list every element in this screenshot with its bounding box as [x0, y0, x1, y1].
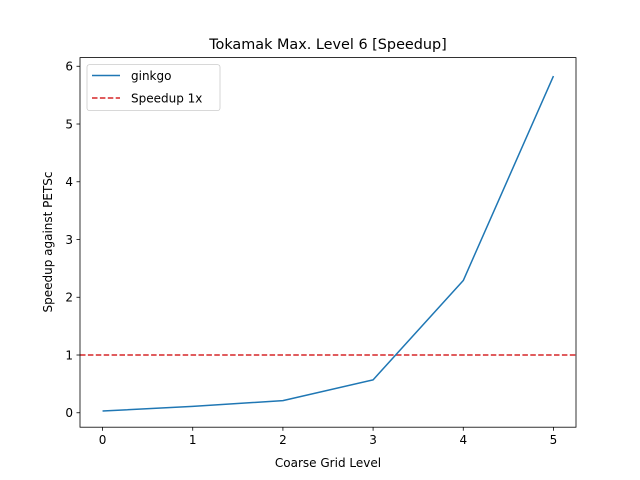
legend-label-ginkgo: ginkgo: [131, 69, 171, 83]
chart-title: Tokamak Max. Level 6 [Speedup]: [208, 37, 447, 53]
legend-box: [86, 64, 221, 111]
x-axis-label: Coarse Grid Level: [275, 456, 381, 470]
y-tick-label: 0: [65, 406, 73, 420]
y-tick-label: 6: [65, 60, 73, 74]
x-tick-label: 4: [459, 433, 467, 447]
x-tick-label: 1: [189, 433, 197, 447]
x-tick-label: 0: [99, 433, 107, 447]
y-tick-label: 4: [65, 175, 73, 189]
plot-area: [80, 75, 576, 412]
y-tick-label: 3: [65, 233, 73, 247]
x-tick-label: 3: [369, 433, 377, 447]
y-tick-label: 2: [65, 291, 73, 305]
x-tick-label: 2: [279, 433, 287, 447]
series-line-ginkgo: [102, 75, 555, 412]
y-tick-label: 5: [65, 117, 73, 131]
y-tick-label: 1: [65, 348, 73, 362]
y-axis-ticks: 0 1 2 3 4 5 6: [65, 60, 80, 420]
x-tick-label: 5: [550, 433, 558, 447]
x-axis-ticks: 0 1 2 3 4 5: [99, 427, 558, 447]
legend: ginkgo Speedup 1x: [86, 64, 221, 111]
legend-label-speedup-1x: Speedup 1x: [131, 92, 202, 106]
axes-frame: [79, 57, 577, 428]
y-axis-label: Speedup against PETSc: [41, 171, 55, 312]
